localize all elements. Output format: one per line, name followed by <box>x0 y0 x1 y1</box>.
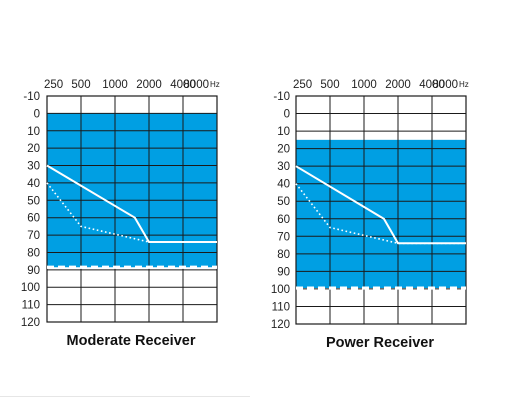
x-tick-label: 2000 <box>136 79 162 91</box>
y-tick-label: 80 <box>27 247 40 259</box>
x-unit-label: Hz <box>459 80 469 89</box>
y-tick-label: 100 <box>21 282 40 294</box>
y-tick-label: 50 <box>277 196 290 208</box>
y-tick-label: 50 <box>27 195 40 207</box>
y-tick-label: 80 <box>277 249 290 261</box>
x-tick-label: 4000 <box>170 79 196 91</box>
x-tick-label: 8000 <box>183 79 209 91</box>
y-tick-label: 90 <box>277 266 290 278</box>
x-tick-label: 250 <box>44 79 63 91</box>
y-tick-label: 10 <box>27 126 40 138</box>
chart-title: Moderate Receiver <box>67 333 196 349</box>
footer-divider <box>0 396 250 397</box>
y-tick-label: 20 <box>277 144 290 156</box>
x-tick-label: 2000 <box>385 79 411 91</box>
x-tick-label: 4000 <box>419 79 445 91</box>
y-tick-label: 110 <box>272 301 290 313</box>
plot-border <box>46 95 218 323</box>
plot-border <box>295 95 467 325</box>
y-tick-label: 70 <box>277 231 290 243</box>
y-tick-label: -10 <box>273 91 290 103</box>
y-tick-label: 0 <box>284 109 290 121</box>
x-tick-label: 500 <box>71 79 90 91</box>
y-tick-label: 70 <box>27 230 40 242</box>
y-tick-label: 30 <box>27 161 40 173</box>
y-tick-label: 0 <box>34 108 40 120</box>
y-tick-label: 100 <box>271 284 290 296</box>
y-tick-label: 60 <box>277 214 290 226</box>
y-tick-label: 120 <box>21 317 40 329</box>
fitting-range-band <box>296 139 466 289</box>
power-receiver-chart: -10 0 10 20 30 40 50 60 70 80 90 100 110 120 250 500 100… <box>271 79 469 351</box>
x-tick-label: 500 <box>320 79 339 91</box>
x-unit-label: Hz <box>210 80 220 89</box>
chart-title: Power Receiver <box>326 335 434 351</box>
y-tick-label: 20 <box>27 143 40 155</box>
y-tick-label: 110 <box>22 300 40 312</box>
x-tick-label: 8000 <box>432 79 458 91</box>
x-tick-label: 250 <box>293 79 312 91</box>
y-tick-label: 90 <box>27 265 40 277</box>
y-tick-label: 40 <box>27 178 40 190</box>
y-tick-label: -10 <box>23 91 40 103</box>
fitting-range-band <box>47 113 217 268</box>
y-tick-label: 60 <box>27 213 40 225</box>
y-tick-label: 120 <box>271 319 290 331</box>
y-tick-label: 10 <box>277 126 290 138</box>
series-line-solid <box>46 164 217 243</box>
y-tick-label: 40 <box>277 179 290 191</box>
y-tick-label: 30 <box>277 161 290 173</box>
series-line-solid <box>295 165 466 245</box>
x-tick-label: 1000 <box>102 79 128 91</box>
moderate-receiver-chart: -10 0 10 20 30 40 50 60 70 80 90 100 110 120 250 500 100… <box>21 79 220 349</box>
x-tick-label: 1000 <box>351 79 377 91</box>
